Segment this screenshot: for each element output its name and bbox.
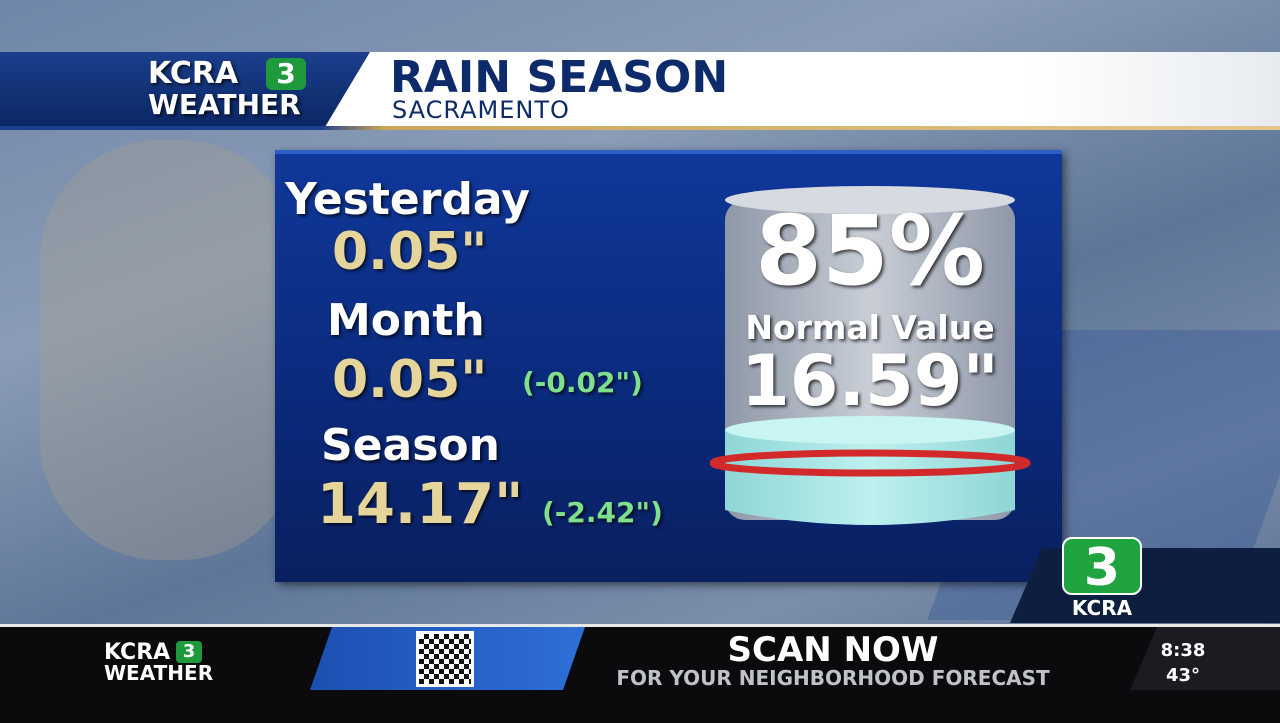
stat-label: Month	[327, 295, 485, 346]
gauge-label: Normal Value	[745, 308, 995, 347]
subtitle: SACRAMENTO	[392, 96, 570, 124]
ticker-logo-brand: KCRA	[104, 640, 171, 665]
stat-value: 14.17"	[317, 472, 524, 537]
stat-label: Season	[321, 420, 500, 471]
rain-gauge	[710, 186, 1031, 525]
gold-rule	[0, 126, 1280, 130]
ticker-bar	[0, 624, 1280, 723]
gauge-normal: 16.59"	[741, 340, 999, 422]
ticker-temperature: 43°	[1165, 665, 1201, 686]
stat-departure: (-2.42")	[542, 496, 663, 529]
logo-channel: 3	[266, 58, 306, 90]
bug-backdrop	[1010, 548, 1280, 623]
stat-departure: (-0.02")	[522, 366, 643, 399]
ticker-logo-label: WEATHER	[104, 661, 214, 685]
logo-label: WEATHER	[148, 88, 301, 121]
gauge-water	[725, 430, 1015, 525]
qr-code	[416, 631, 474, 687]
logo-brand: KCRA	[148, 56, 239, 91]
ticker-time: 8:38	[1160, 640, 1206, 661]
background-shape	[40, 140, 300, 560]
gauge-percent: 85%	[755, 195, 985, 307]
ticker-divider	[1130, 627, 1280, 690]
gauge-water-top	[725, 416, 1015, 444]
ticker-logo-channel: 3	[176, 641, 202, 663]
ticker-headline: SCAN NOW	[727, 630, 939, 670]
bug-channel: 3	[1062, 537, 1142, 597]
gauge-top	[725, 186, 1015, 214]
stat-label: Yesterday	[285, 174, 530, 225]
title: RAIN SEASON	[390, 52, 729, 103]
ticker-subline: FOR YOUR NEIGHBORHOOD FORECAST	[616, 666, 1050, 690]
normal-ring	[710, 449, 1031, 477]
stat-value: 0.05"	[332, 222, 488, 282]
stat-value: 0.05"	[332, 350, 488, 410]
bug-brand: KCRA	[1071, 596, 1133, 620]
logo-panel	[0, 52, 370, 126]
